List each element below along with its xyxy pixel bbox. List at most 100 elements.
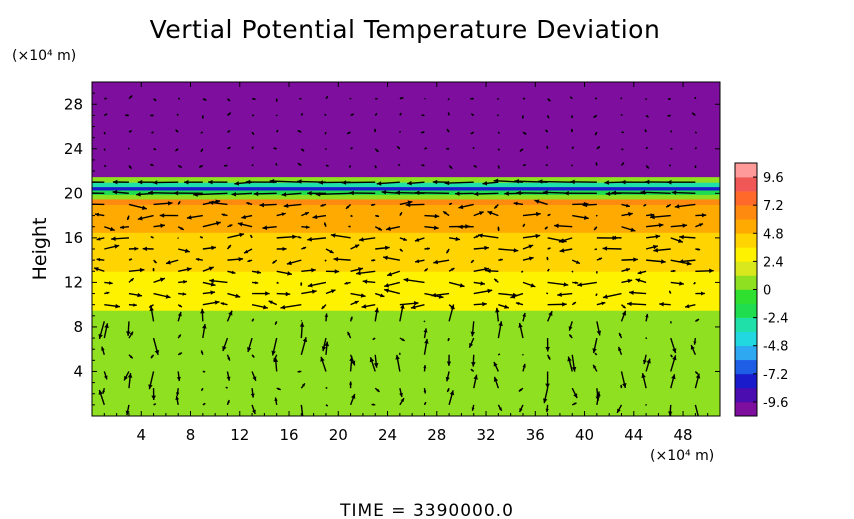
wind-vector <box>547 247 551 250</box>
wind-vector <box>554 223 573 229</box>
time-label: TIME = 3390000.0 <box>339 501 514 519</box>
wind-vector <box>690 344 697 356</box>
wind-vector <box>128 246 139 251</box>
wind-vector <box>496 97 500 101</box>
wind-vector <box>497 353 501 356</box>
wind-vector <box>604 180 622 185</box>
x-tick-label: 48 <box>674 426 693 444</box>
wind-vector <box>493 361 499 372</box>
wind-vector <box>423 320 426 323</box>
field-band <box>92 271 720 300</box>
wind-vector <box>522 164 527 167</box>
wind-vector <box>321 337 327 352</box>
wind-vector <box>621 212 633 217</box>
wind-vector <box>227 112 232 116</box>
wind-vector <box>252 114 255 117</box>
field-band <box>92 198 720 205</box>
wind-vector <box>571 164 573 167</box>
wind-vector <box>202 245 216 251</box>
x-tick-label: 36 <box>526 426 545 444</box>
wind-vector <box>640 190 671 195</box>
wind-vector <box>446 354 452 366</box>
wind-vector <box>518 404 524 413</box>
wind-vector <box>253 191 277 197</box>
wind-vector <box>312 214 327 220</box>
wind-vector <box>177 226 185 231</box>
wind-vector <box>251 97 256 101</box>
wind-vector <box>350 267 364 272</box>
wind-vector <box>251 146 254 150</box>
colorbar-label: 2.4 <box>763 255 784 270</box>
field-band <box>92 176 720 183</box>
colorbar-swatch <box>735 331 757 347</box>
wind-vector <box>323 222 327 227</box>
colorbar-label: -7.2 <box>763 368 788 383</box>
wind-vector <box>545 129 549 133</box>
wind-vector <box>175 129 179 133</box>
wind-vector <box>646 234 661 239</box>
x-tick-label: 32 <box>476 426 495 444</box>
wind-vector <box>616 404 623 414</box>
wind-vector <box>414 190 450 196</box>
x-tick-label: 4 <box>136 426 146 444</box>
wind-vector <box>595 162 598 166</box>
wind-vector <box>350 292 366 298</box>
wind-vector <box>421 114 425 117</box>
wind-vector <box>458 203 474 210</box>
wind-vector <box>645 403 648 406</box>
wind-vector <box>546 354 551 360</box>
wind-vector <box>178 267 192 272</box>
wind-vector <box>315 192 351 197</box>
wind-vector <box>286 259 302 266</box>
wind-vector <box>542 388 549 404</box>
wind-vector <box>621 278 633 284</box>
wind-vector <box>142 246 154 251</box>
wind-vector <box>424 213 440 219</box>
wind-vector <box>473 301 487 307</box>
wind-vector <box>202 266 214 272</box>
wind-vector <box>399 112 402 116</box>
wind-vector <box>371 259 376 262</box>
y-axis-unit-label: (×10⁴ m) <box>12 48 76 64</box>
wind-vector <box>612 235 622 240</box>
field-band <box>92 310 720 416</box>
wind-vector <box>324 259 327 262</box>
wind-vector <box>510 292 524 299</box>
wind-vector <box>186 214 203 220</box>
wind-vector <box>455 191 474 196</box>
wind-vector <box>470 113 475 116</box>
wind-vector <box>473 374 478 389</box>
wind-vector <box>620 162 625 166</box>
wind-vector <box>127 147 130 150</box>
wind-vector <box>347 331 352 339</box>
x-tick-label: 44 <box>624 426 643 444</box>
wind-vector <box>424 97 426 100</box>
wind-vector <box>177 311 182 322</box>
x-axis-unit-label: (×10⁴ m) <box>650 448 714 464</box>
wind-vector <box>396 145 401 150</box>
wind-vector <box>582 202 597 208</box>
wind-vector <box>226 371 231 381</box>
wind-vector <box>572 281 579 285</box>
wind-vector <box>325 95 329 100</box>
wind-vector <box>448 267 455 272</box>
wind-vector <box>226 310 233 322</box>
wind-vector <box>370 203 376 207</box>
x-tick-label: 20 <box>329 426 348 444</box>
wind-vector <box>545 338 550 352</box>
wind-vector <box>297 129 302 133</box>
wind-vector <box>262 225 277 230</box>
wind-vector <box>421 164 425 167</box>
wind-vector <box>447 337 450 342</box>
wind-vector <box>445 248 450 254</box>
wind-vector <box>151 131 154 134</box>
wind-vector <box>178 279 188 284</box>
wind-vector <box>350 147 353 150</box>
wind-vector <box>620 113 623 116</box>
wind-vector <box>669 321 672 324</box>
wind-vector <box>94 212 105 217</box>
wind-vector <box>571 259 581 265</box>
colorbar-label: 4.8 <box>763 227 784 242</box>
colorbar-label: -4.8 <box>763 340 788 355</box>
wind-vector <box>325 404 329 407</box>
